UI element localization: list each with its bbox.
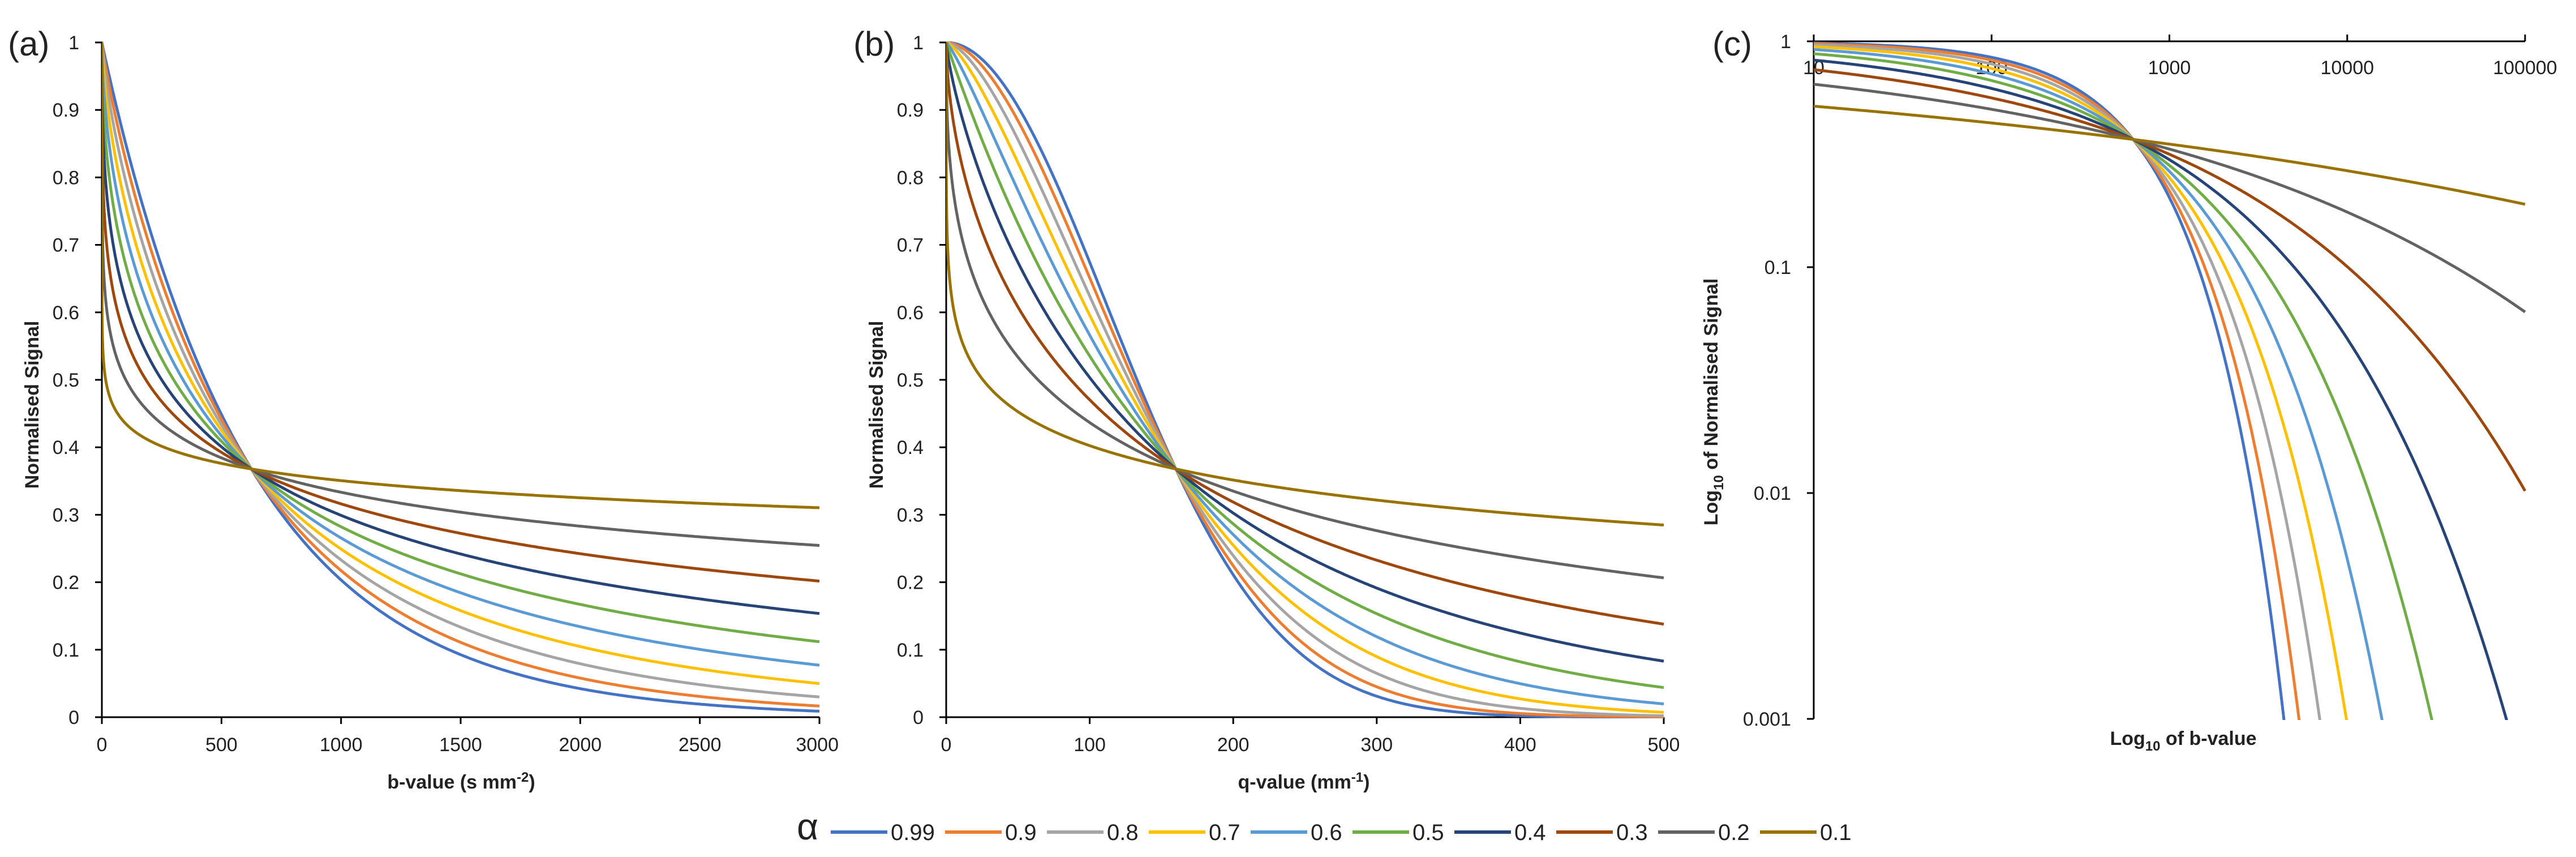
panel-a-series-line-0.5 xyxy=(102,42,820,644)
panel-b-series-line-0.7 xyxy=(946,41,1664,714)
panel-a-x-axis-label: b-value (s mm-2) xyxy=(387,770,535,793)
panel-b-y-tick-label: 0 xyxy=(913,707,924,729)
panel-a-y-tick-label: 0.9 xyxy=(53,100,79,121)
panel-b-y-tick-label: 0.5 xyxy=(897,370,924,391)
legend-label-0.6: 0.6 xyxy=(1311,820,1342,845)
panel-label-b: (b) xyxy=(853,25,895,63)
legend-label-0.3: 0.3 xyxy=(1616,820,1648,845)
panel-a-y-tick-label: 0.6 xyxy=(53,302,79,324)
legend-label-0.4: 0.4 xyxy=(1514,820,1546,845)
panel-label-c: (c) xyxy=(1712,25,1752,63)
panel-label-a: (a) xyxy=(8,25,49,63)
panel-b-series-line-0.2 xyxy=(946,42,1664,580)
panel-a-x-tick-label: 1000 xyxy=(320,734,363,756)
panel-c-series-line-0.7 xyxy=(1814,45,2349,720)
panel-c-y-tick-label: 1 xyxy=(1780,31,1791,53)
panel-a-chart: (a) 0 0.1 0.2 0.3 0.4 0.5 0.6 0.7 0.8 0.9 1 0 500 100… xyxy=(8,25,839,793)
panel-a-series-line-0.2 xyxy=(102,42,820,547)
panel-b-y-tick-label: 0.9 xyxy=(897,100,924,121)
legend-label-0.2: 0.2 xyxy=(1718,820,1750,845)
panel-a-series-line-0.8 xyxy=(102,41,820,699)
panel-c-series-line-0.4 xyxy=(1814,58,2508,720)
panel-a-y-tick-label: 0.7 xyxy=(53,235,79,256)
panel-c-x-tick-label: 100000 xyxy=(2493,57,2557,79)
panel-a-series-line-0.4 xyxy=(102,42,820,615)
panel-b-y-tick-label: 0.4 xyxy=(897,437,924,459)
panel-c-y-axis-label: Log10 of Normalised Signal xyxy=(1701,278,1727,526)
panel-b-series-line-0.8 xyxy=(946,41,1664,718)
legend-label-0.99: 0.99 xyxy=(891,820,935,845)
panel-a-y-tick-label: 0.1 xyxy=(53,640,79,661)
legend-label-0.7: 0.7 xyxy=(1209,820,1240,845)
panel-c-x-tick-label: 10000 xyxy=(2320,57,2374,79)
panel-b-y-tick-label: 0.7 xyxy=(897,235,924,256)
legend: α 0.99 0.9 0.8 0.7 0.6 0.5 0.4 0.3 0.2 0.1 xyxy=(797,805,1852,847)
panel-b-y-axis-label: Normalised Signal xyxy=(866,321,887,489)
panel-a-x-tick-label: 2500 xyxy=(679,734,722,756)
panel-a-series-line-0.1 xyxy=(102,42,820,509)
panel-b-y-tick-label: 0.3 xyxy=(897,504,924,526)
panel-a-x-tick-label: 500 xyxy=(205,734,238,756)
legend-label-0.9: 0.9 xyxy=(1005,820,1037,845)
panel-c-x-axis-label: Log10 of b-value xyxy=(2110,728,2256,754)
panel-b-x-tick-label: 0 xyxy=(941,734,952,756)
panel-b-series-line-0.5 xyxy=(946,41,1664,689)
panel-c-series-line-0.99 xyxy=(1814,41,2286,720)
panel-c-y-tick-label: 0.01 xyxy=(1754,483,1791,504)
panel-a-x-tick-label: 2000 xyxy=(559,734,602,756)
panel-c-series-line-0.6 xyxy=(1814,48,2384,720)
panel-a-series-line-0.9 xyxy=(102,41,820,708)
legend-label-0.1: 0.1 xyxy=(1820,820,1852,845)
panel-b-x-tick-label: 400 xyxy=(1504,734,1536,756)
panel-a-y-tick-label: 0 xyxy=(68,707,79,729)
panel-c-x-tick-label: 1000 xyxy=(2148,57,2191,79)
panel-a-y-tick-label: 1 xyxy=(68,32,79,54)
panel-a-y-tick-label: 0.5 xyxy=(53,370,79,391)
panel-a-y-axis-label: Normalised Signal xyxy=(22,321,43,489)
panel-a-x-tick-label: 3000 xyxy=(796,734,839,756)
panel-c-series-line-0.5 xyxy=(1814,52,2433,720)
panel-a-y-tick-label: 0.4 xyxy=(53,437,79,459)
panel-c-series-line-0.2 xyxy=(1814,83,2526,314)
panel-a-series-line-0.7 xyxy=(102,41,820,685)
panel-b-chart: (b) 0 0.1 0.2 0.3 0.4 0.5 0.6 0.7 0.8 0.9 1 0 100 200… xyxy=(853,25,1680,793)
panel-c-series-line-0.1 xyxy=(1814,105,2526,206)
panel-c-series-line-0.8 xyxy=(1814,43,2321,720)
panel-b-y-tick-label: 1 xyxy=(913,32,924,54)
panel-a-y-tick-label: 0.8 xyxy=(53,167,79,188)
panel-a-series-line-0.6 xyxy=(102,41,820,667)
legend-alpha-symbol: α xyxy=(797,805,818,847)
panel-c-y-tick-label: 0.1 xyxy=(1764,257,1791,278)
panel-b-x-tick-label: 500 xyxy=(1648,734,1680,756)
legend-label-0.5: 0.5 xyxy=(1412,820,1444,845)
panel-b-x-tick-label: 100 xyxy=(1074,734,1106,756)
panel-b-y-tick-label: 0.8 xyxy=(897,167,924,188)
panel-a-y-tick-label: 0.2 xyxy=(53,572,79,594)
panel-c-series-line-0.9 xyxy=(1814,42,2301,720)
panel-b-series-line-0.3 xyxy=(946,42,1664,626)
panel-a-y-tick-label: 0.3 xyxy=(53,504,79,526)
legend-label-0.8: 0.8 xyxy=(1107,820,1139,845)
panel-b-x-tick-label: 300 xyxy=(1360,734,1393,756)
panel-a-x-tick-label: 0 xyxy=(97,734,108,756)
panel-b-x-axis-label: q-value (mm-1) xyxy=(1238,770,1370,793)
panel-b-series-line-0.9 xyxy=(946,41,1664,718)
panel-c-series-line-0.3 xyxy=(1814,68,2526,492)
panel-b-series-line-0.99 xyxy=(946,41,1664,718)
panel-c-y-tick-label: 0.001 xyxy=(1743,709,1791,730)
panel-b-y-tick-label: 0.6 xyxy=(897,302,924,324)
panel-b-x-tick-label: 200 xyxy=(1217,734,1250,756)
panel-b-y-tick-label: 0.1 xyxy=(897,640,924,661)
panel-a-x-tick-label: 1500 xyxy=(439,734,482,756)
panel-a-series-line-0.3 xyxy=(102,42,820,583)
panel-b-series-line-0.1 xyxy=(946,42,1664,526)
panel-b-y-tick-label: 0.2 xyxy=(897,572,924,594)
panel-b-series-line-0.4 xyxy=(946,41,1664,663)
